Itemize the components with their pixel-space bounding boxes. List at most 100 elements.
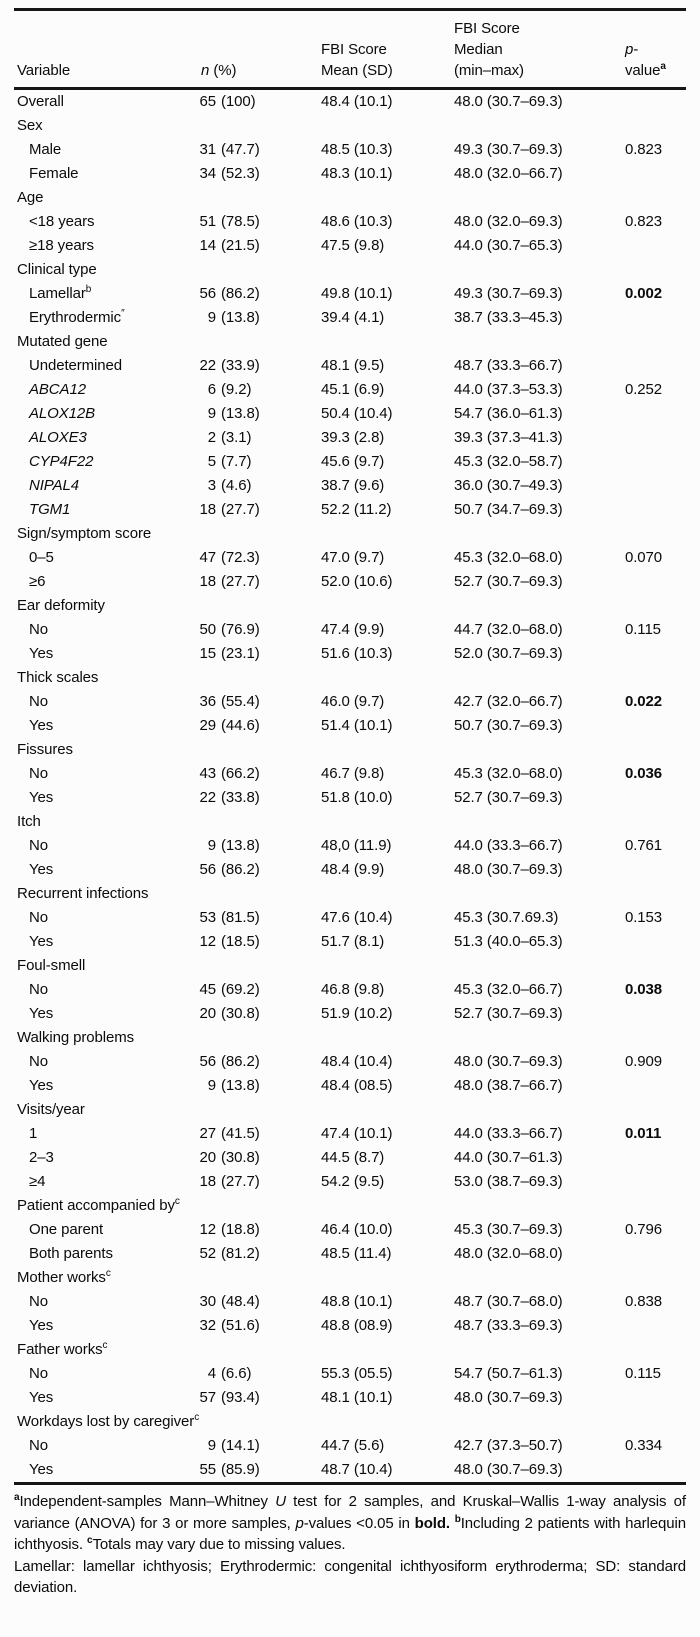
cell-variable: No — [14, 618, 184, 642]
cell-mean-sd: 46.7 (9.8) — [321, 765, 385, 782]
n-count: 51 — [199, 213, 217, 230]
col-header-p-dash: - — [633, 41, 639, 58]
footnote-segment: test for 2 samples, and Kruskal–Wallis 1… — [14, 1493, 686, 1532]
cell-n-percent: 34 (52.3) — [184, 162, 314, 186]
cell-mean-sd: 48.5 (10.3) — [321, 141, 393, 158]
variable-label: No — [29, 1053, 48, 1070]
cell-n-percent: 43 (66.2) — [184, 762, 314, 786]
cell-p-value: 0.761 — [625, 837, 663, 854]
cell-p-value — [624, 90, 686, 114]
n-count: 9 — [207, 405, 216, 422]
n-count: 57 — [199, 1389, 217, 1406]
cell-n-percent: 36 (55.4) — [184, 690, 314, 714]
cell-variable: No — [14, 978, 184, 1002]
cell-n-percent: 15 (23.1) — [184, 642, 314, 666]
n-percentage: (85.9) — [221, 1461, 260, 1478]
cell-variable: Male — [14, 138, 184, 162]
cell-median-range: 39.3 (37.3–41.3) — [454, 429, 563, 446]
variable-superscript: c — [102, 1340, 108, 1351]
variable-label: ALOX12B — [29, 405, 96, 422]
col-header-variable: Variable — [14, 60, 184, 81]
variable-label: Undetermined — [29, 357, 123, 374]
cell-mean-sd: 48.7 (10.4) — [321, 1461, 393, 1478]
variable-label: Erythrodermic — [29, 309, 122, 326]
variable-label: Patient accompanied by — [17, 1197, 175, 1214]
variable-label: Male — [29, 141, 62, 158]
table-top-rule — [14, 8, 686, 11]
variable-label: No — [29, 1293, 48, 1310]
n-count: 6 — [207, 381, 216, 398]
cell-n-percent: 9 (13.8) — [184, 1074, 314, 1098]
variable-label: Walking problems — [17, 1029, 135, 1046]
cell-p-value — [624, 786, 686, 810]
col-header-p-line1: p- — [625, 39, 686, 60]
cell-mean-sd: 54.2 (9.5) — [321, 1173, 385, 1190]
cell-median-range: 38.7 (33.3–45.3) — [454, 309, 563, 326]
table-row: Mutated gene — [14, 330, 686, 354]
cell-median-range: 52.7 (30.7–69.3) — [454, 1005, 563, 1022]
cell-mean-sd: 48.4 (08.5) — [321, 1077, 393, 1094]
table-row: ALOXE3 2 (3.1) 39.3 (2.8) 39.3 (37.3–41.3) — [14, 426, 686, 450]
cell-variable: No — [14, 906, 184, 930]
footnote-abbrev: Lamellar: lamellar ichthyosis; Erythrode… — [14, 1556, 686, 1599]
table-row: Age — [14, 186, 686, 210]
variable-label: Yes — [29, 933, 54, 950]
variable-superscript: c — [174, 1196, 180, 1207]
n-count: 22 — [199, 357, 217, 374]
cell-mean-sd: 47.0 (9.7) — [321, 549, 385, 566]
col-header-variable-label: Variable — [17, 62, 71, 79]
cell-variable: ALOXE3 — [14, 426, 184, 450]
n-percentage: (81.5) — [221, 909, 260, 926]
variable-label: ≥4 — [29, 1173, 46, 1190]
cell-variable: Yes — [14, 1458, 184, 1482]
cell-n-percent: 53 (81.5) — [184, 906, 314, 930]
cell-median-range: 44.0 (30.7–65.3) — [454, 237, 563, 254]
n-count: 45 — [199, 981, 217, 998]
cell-variable: No — [14, 834, 184, 858]
variable-superscript: c — [105, 1268, 111, 1279]
cell-median-range: 36.0 (30.7–49.3) — [454, 477, 563, 494]
n-percentage: (3.1) — [221, 429, 252, 446]
cell-p-value — [624, 1386, 686, 1410]
table-row: No 43 (66.2) 46.7 (9.8) 45.3 (32.0–68.0) 0.03… — [14, 762, 686, 786]
cell-n-percent: 45 (69.2) — [184, 978, 314, 1002]
cell-median-range: 48.0 (30.7–69.3) — [454, 1053, 563, 1070]
n-count: 15 — [199, 645, 217, 662]
table-row: Male 31 (47.7) 48.5 (10.3) 49.3 (30.7–69.3) 0… — [14, 138, 686, 162]
n-count: 18 — [199, 573, 217, 590]
cell-n-percent: 4 (6.6) — [184, 1362, 314, 1386]
table-row: ≥6 18 (27.7) 52.0 (10.6) 52.7 (30.7–69.3) — [14, 570, 686, 594]
table-row: Sex — [14, 114, 686, 138]
n-count: 56 — [199, 1053, 217, 1070]
n-percentage: (76.9) — [221, 621, 260, 638]
col-header-n-percent: n (%) — [184, 60, 314, 81]
n-count: 65 — [199, 93, 217, 110]
n-percentage: (52.3) — [221, 165, 260, 182]
variable-label: Yes — [29, 1317, 54, 1334]
variable-label: Recurrent infections — [17, 885, 149, 902]
cell-median-range: 48.0 (32.0–68.0) — [454, 1245, 563, 1262]
variable-label: One parent — [29, 1221, 104, 1238]
cell-group-label: Visits/year — [14, 1098, 686, 1122]
cell-n-percent: 65 (100) — [184, 90, 314, 114]
variable-label: Mother works — [17, 1269, 106, 1286]
cell-variable: 1 — [14, 1122, 184, 1146]
n-percentage: (81.2) — [221, 1245, 260, 1262]
col-header-mean-line1: FBI Score — [321, 41, 387, 58]
table-row: Thick scales — [14, 666, 686, 690]
n-count: 36 — [199, 693, 217, 710]
n-count: 20 — [199, 1149, 217, 1166]
cell-n-percent: 6 (9.2) — [184, 378, 314, 402]
variable-label: No — [29, 837, 48, 854]
cell-median-range: 45.3 (32.0–68.0) — [454, 765, 563, 782]
cell-variable: Female — [14, 162, 184, 186]
variable-label: Yes — [29, 861, 54, 878]
table-row: Sign/symptom score — [14, 522, 686, 546]
header-bottom-rule — [14, 87, 686, 90]
cell-mean-sd: 44.5 (8.7) — [321, 1149, 385, 1166]
cell-p-value: 0.838 — [625, 1293, 663, 1310]
table-row: No 45 (69.2) 46.8 (9.8) 45.3 (32.0–66.7) 0.03… — [14, 978, 686, 1002]
variable-label: TGM1 — [29, 501, 71, 518]
cell-median-range: 48.7 (33.3–66.7) — [454, 357, 563, 374]
cell-mean-sd: 46.4 (10.0) — [321, 1221, 393, 1238]
